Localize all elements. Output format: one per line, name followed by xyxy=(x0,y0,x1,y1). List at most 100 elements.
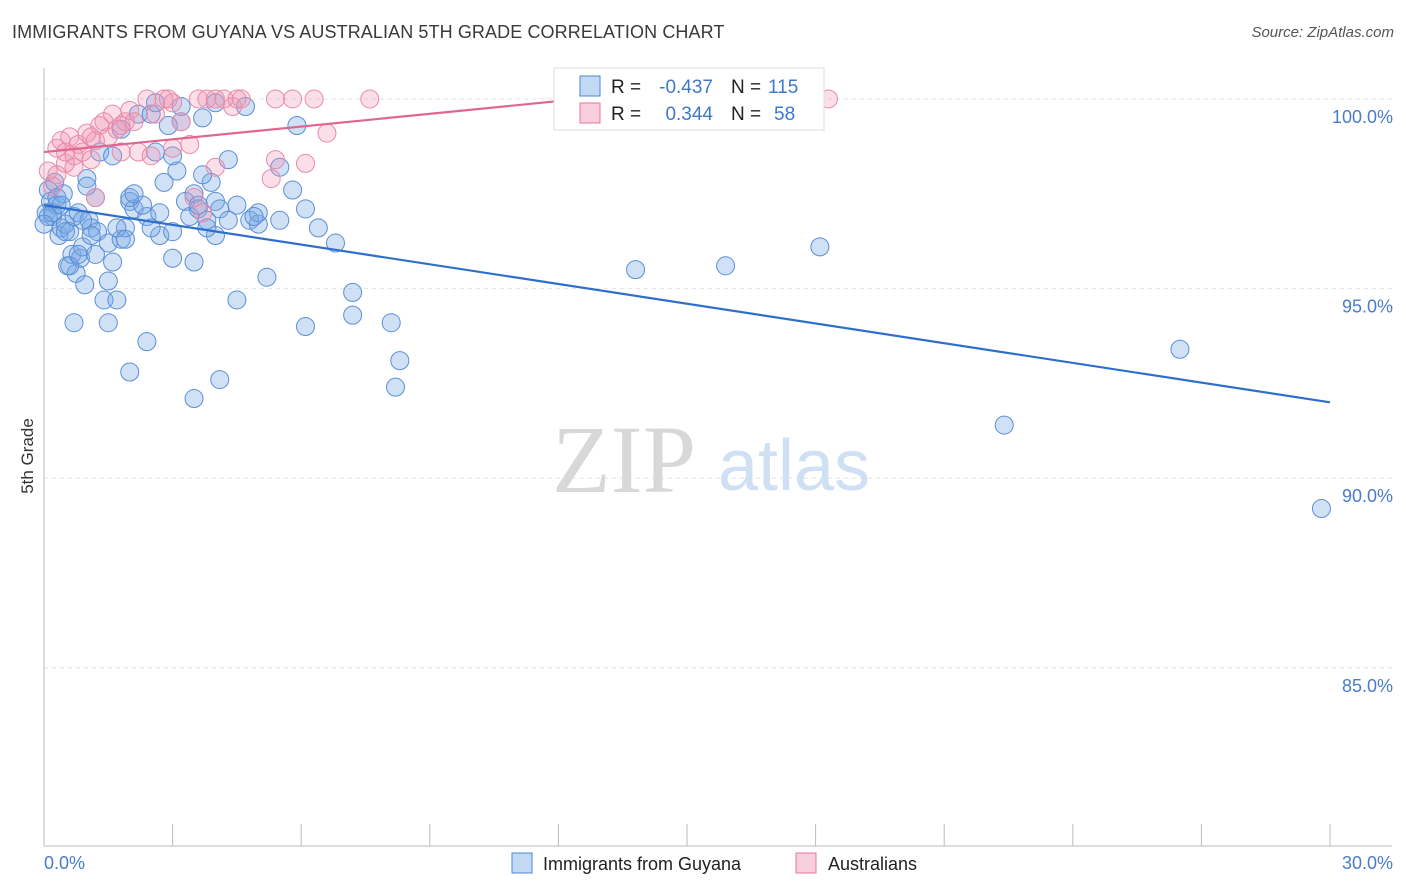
australians-point xyxy=(47,165,67,185)
guyana-point xyxy=(810,237,830,257)
guyana-point xyxy=(77,169,97,189)
guyana-point xyxy=(227,195,247,215)
guyana-point xyxy=(210,370,230,390)
grid-lines xyxy=(44,98,1392,669)
australians-point xyxy=(283,89,303,109)
guyana-point xyxy=(626,260,646,280)
guyana-point xyxy=(141,218,161,238)
guyana-point xyxy=(283,180,303,200)
y-tick-label: 100.0% xyxy=(1332,107,1393,127)
guyana-point xyxy=(98,271,118,291)
guyana-point xyxy=(218,210,238,230)
guyana-point xyxy=(150,203,170,223)
guyana-point xyxy=(68,244,88,264)
y-axis-title: 5th Grade xyxy=(18,418,37,494)
source-label: Source: ZipAtlas.com xyxy=(1251,24,1394,41)
stats-r-value-pink: 0.344 xyxy=(665,104,713,125)
guyana-point xyxy=(73,210,93,230)
guyana-point xyxy=(1311,499,1331,519)
x-tick-label: 30.0% xyxy=(1342,853,1393,873)
australians-point xyxy=(304,89,324,109)
legend-swatch-guyana xyxy=(511,852,533,874)
australians-point xyxy=(81,127,101,147)
australians-point xyxy=(171,112,191,132)
guyana-point xyxy=(244,207,264,227)
guyana-point xyxy=(193,108,213,128)
y-tick-label: 95.0% xyxy=(1342,297,1393,317)
stats-pink-swatch xyxy=(579,102,601,124)
australians-point xyxy=(111,142,131,162)
guyana-point xyxy=(1170,339,1190,359)
guyana-point xyxy=(184,252,204,272)
guyana-point xyxy=(98,313,118,333)
guyana-point xyxy=(111,229,131,249)
australians-point xyxy=(85,188,105,208)
y-tick-labels: 100.0% 95.0% 90.0% 85.0% xyxy=(1332,107,1393,696)
legend-label-australians: Australians xyxy=(828,854,917,874)
guyana-point xyxy=(390,351,410,371)
guyana-point xyxy=(381,313,401,333)
guyana-point xyxy=(124,184,144,204)
guyana-point xyxy=(53,184,73,204)
guyana-point xyxy=(51,195,71,215)
stats-n-label-blue: N = xyxy=(731,77,761,98)
chart-title: IMMIGRANTS FROM GUYANA VS AUSTRALIAN 5TH… xyxy=(12,22,725,42)
australians-point xyxy=(295,153,315,173)
australians-point xyxy=(137,89,157,109)
guyana-point xyxy=(49,225,69,245)
stats-n-value-blue: 115 xyxy=(768,77,798,98)
australians-point xyxy=(265,150,285,170)
australians-point xyxy=(193,203,213,223)
australians-point xyxy=(81,150,101,170)
watermark-atlas: atlas xyxy=(718,426,870,506)
guyana-point xyxy=(325,233,345,253)
guyana-point xyxy=(158,116,178,136)
guyana-point xyxy=(716,256,736,276)
guyana-point xyxy=(55,222,75,242)
legend-label-guyana: Immigrants from Guyana xyxy=(543,854,742,874)
australians-point xyxy=(184,188,204,208)
guyana-point xyxy=(270,210,290,230)
guyana-point xyxy=(120,362,140,382)
x-tick-labels: 0.0% 30.0% xyxy=(44,853,1393,873)
guyana-point xyxy=(257,267,277,287)
guyana-point xyxy=(295,316,315,336)
australians-point xyxy=(205,157,225,177)
guyana-point xyxy=(137,332,157,352)
legend-swatch-australians xyxy=(795,852,817,874)
guyana-point xyxy=(141,104,161,124)
guyana-point xyxy=(75,275,95,295)
australians-point xyxy=(120,100,140,120)
guyana-point xyxy=(115,229,135,249)
guyana-point xyxy=(386,377,406,397)
guyana-point xyxy=(994,415,1014,435)
australians-point xyxy=(64,157,84,177)
australians-point xyxy=(265,89,285,109)
australians-point xyxy=(360,89,380,109)
y-tick-label: 85.0% xyxy=(1342,676,1393,696)
guyana-point xyxy=(227,290,247,310)
australians-point xyxy=(43,176,63,196)
guyana-point xyxy=(163,146,183,166)
guyana-point xyxy=(103,252,123,272)
australians-point xyxy=(261,169,281,189)
guyana-point xyxy=(343,305,363,325)
watermark-zip: ZIP xyxy=(552,406,696,513)
guyana-point xyxy=(85,244,105,264)
y-tick-label: 90.0% xyxy=(1342,486,1393,506)
guyana-point xyxy=(154,172,174,192)
stats-r-value-blue: -0.437 xyxy=(659,77,713,98)
australians-point xyxy=(55,142,75,162)
australians-point xyxy=(145,104,165,124)
guyana-point xyxy=(34,214,54,234)
stats-box: R = -0.437 N = 115 R = 0.344 N = 58 xyxy=(553,67,825,131)
stats-n-label-pink: N = xyxy=(731,104,761,125)
stats-blue-swatch xyxy=(579,75,601,97)
guyana-point xyxy=(60,222,80,242)
australians-point xyxy=(158,89,178,109)
stats-r-label-blue: R = xyxy=(611,77,641,98)
trend-lines xyxy=(43,97,1331,404)
australians-point xyxy=(124,112,144,132)
guyana-point xyxy=(163,222,183,242)
